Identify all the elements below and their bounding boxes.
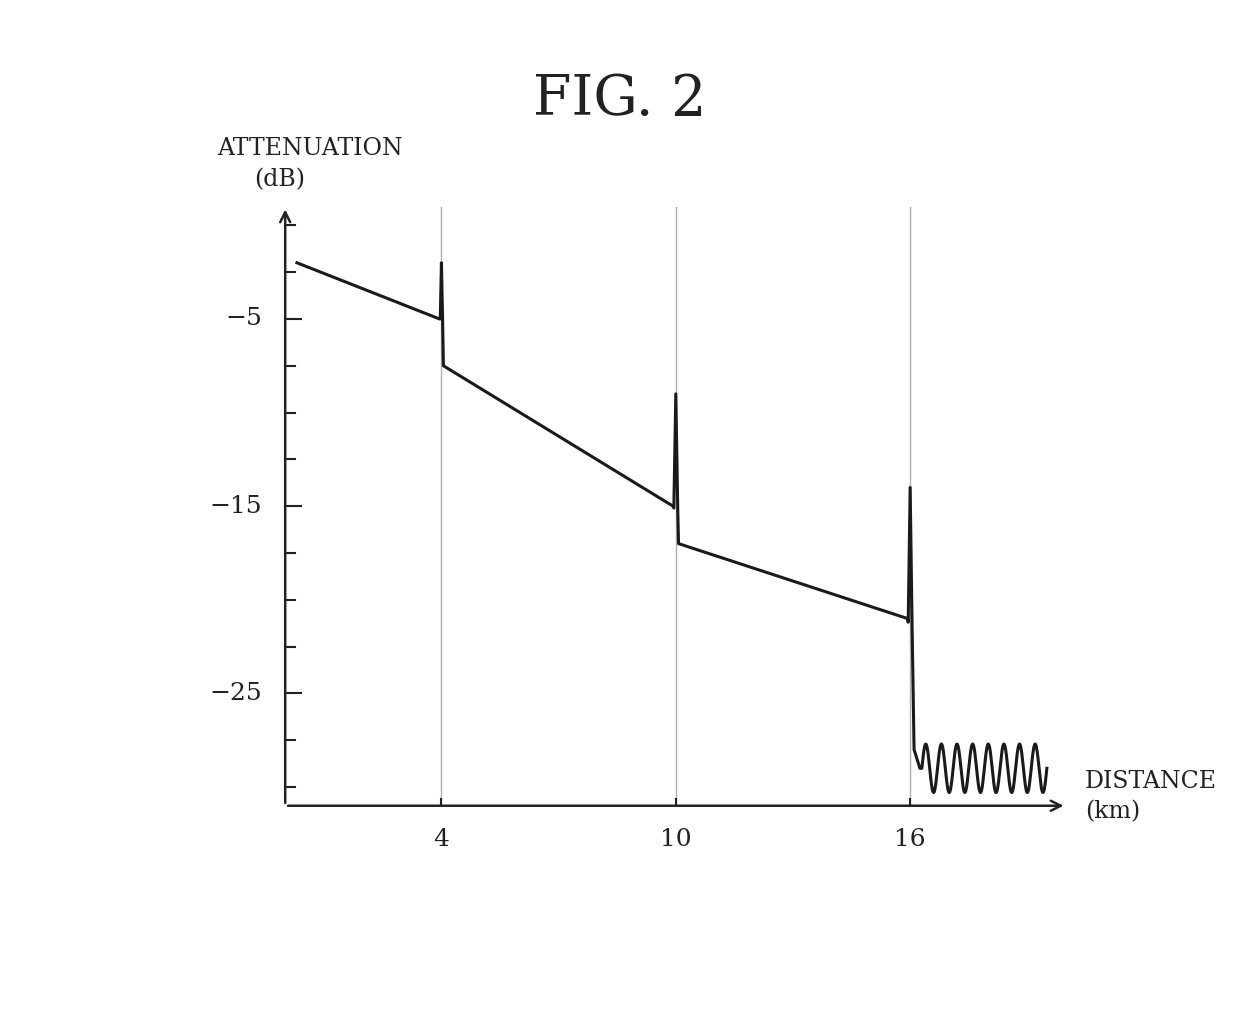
Text: (dB): (dB) (254, 168, 305, 191)
Text: 4: 4 (434, 828, 449, 851)
Text: 10: 10 (660, 828, 692, 851)
Text: −15: −15 (210, 495, 262, 518)
Text: 16: 16 (894, 828, 926, 851)
Text: (km): (km) (1085, 801, 1141, 823)
Text: ATTENUATION: ATTENUATION (217, 137, 403, 160)
Text: −25: −25 (210, 682, 262, 705)
Text: −5: −5 (224, 308, 262, 331)
Text: DISTANCE: DISTANCE (1085, 770, 1216, 792)
Text: FIG. 2: FIG. 2 (533, 72, 707, 127)
